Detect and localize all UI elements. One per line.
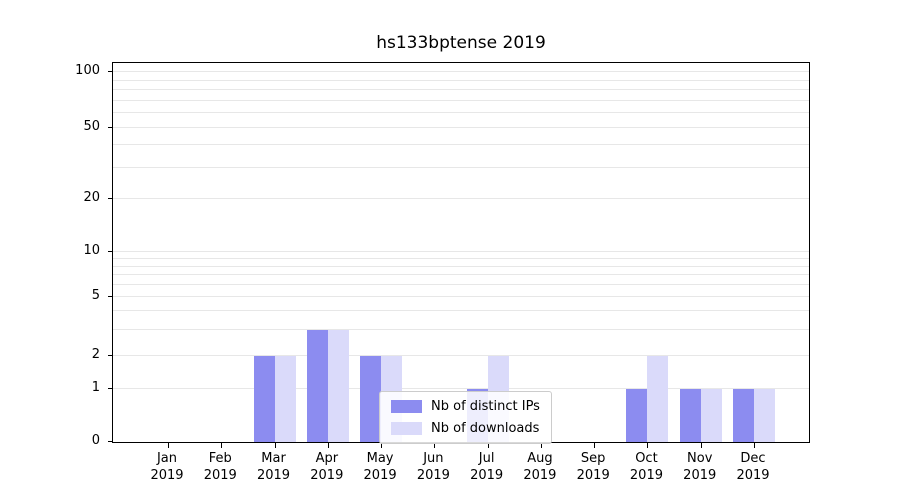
gridline bbox=[113, 310, 809, 312]
x-tick-mark bbox=[434, 443, 436, 448]
x-tick-mark bbox=[221, 443, 223, 448]
x-tick-mark bbox=[594, 443, 596, 448]
x-tick-label: Jul 2019 bbox=[470, 451, 504, 483]
legend-swatch-downloads bbox=[391, 422, 422, 435]
bar-distinct-ips bbox=[626, 389, 648, 442]
y-tick-label: 2 bbox=[91, 347, 100, 363]
bar-downloads bbox=[754, 389, 775, 442]
y-tick-label: 1 bbox=[91, 380, 100, 396]
x-tick-mark bbox=[647, 443, 649, 448]
plot-area: Nb of distinct IPs Nb of downloads bbox=[108, 62, 810, 448]
gridline bbox=[113, 284, 809, 286]
gridline bbox=[113, 89, 809, 91]
bar-downloads bbox=[327, 330, 349, 442]
gridline bbox=[113, 274, 809, 276]
legend: Nb of distinct IPs Nb of downloads bbox=[379, 391, 552, 444]
gridline bbox=[113, 251, 809, 253]
bar-distinct-ips bbox=[733, 389, 754, 442]
y-tick-mark bbox=[108, 355, 112, 357]
legend-swatch-distinct-ips bbox=[391, 400, 422, 413]
x-tick-label: Feb 2019 bbox=[203, 451, 237, 483]
gridline bbox=[113, 112, 809, 114]
x-tick-label: Jun 2019 bbox=[416, 451, 450, 483]
x-tick-label: Sep 2019 bbox=[576, 451, 610, 483]
y-tick-mark bbox=[108, 251, 112, 253]
x-tick-label: Nov 2019 bbox=[683, 451, 717, 483]
gridline bbox=[113, 71, 809, 73]
bar-distinct-ips bbox=[306, 330, 328, 442]
gridline bbox=[113, 198, 809, 200]
x-tick-mark bbox=[487, 443, 489, 448]
y-tick-mark bbox=[108, 441, 112, 442]
x-tick-label: Oct 2019 bbox=[629, 451, 663, 483]
y-tick-label: 5 bbox=[91, 287, 100, 303]
bar-downloads bbox=[647, 356, 669, 442]
y-tick-mark bbox=[108, 388, 112, 390]
gridline bbox=[113, 257, 809, 259]
bar-downloads bbox=[700, 389, 722, 442]
x-tick-mark bbox=[700, 443, 702, 448]
x-tick-label: Apr 2019 bbox=[310, 451, 344, 483]
bar-distinct-ips bbox=[253, 356, 275, 442]
gridline bbox=[113, 329, 809, 331]
x-tick-mark bbox=[754, 443, 755, 448]
gridline bbox=[113, 144, 809, 146]
x-tick-mark bbox=[540, 443, 542, 448]
bar-distinct-ips bbox=[679, 389, 701, 442]
legend-label-downloads: Nb of downloads bbox=[431, 421, 540, 436]
bar-downloads bbox=[274, 356, 296, 442]
legend-item-downloads: Nb of downloads bbox=[391, 421, 540, 436]
x-tick-label: Dec 2019 bbox=[736, 451, 770, 483]
x-tick-mark bbox=[381, 443, 383, 448]
x-tick-label: Aug 2019 bbox=[523, 451, 557, 483]
gridline bbox=[113, 126, 809, 128]
chart-title: hs133bptense 2019 bbox=[376, 33, 546, 53]
gridline bbox=[113, 388, 809, 390]
x-tick-mark bbox=[327, 443, 329, 448]
gridline bbox=[113, 265, 809, 267]
bar-distinct-ips bbox=[360, 356, 382, 442]
x-tick-mark bbox=[274, 443, 276, 448]
gridline bbox=[113, 99, 809, 101]
y-tick-mark bbox=[108, 126, 112, 128]
y-tick-mark bbox=[108, 295, 112, 297]
x-tick-label: Mar 2019 bbox=[256, 451, 291, 483]
gridline bbox=[113, 355, 809, 357]
x-tick-mark bbox=[168, 443, 169, 448]
y-tick-mark bbox=[108, 198, 112, 200]
y-tick-mark bbox=[108, 71, 112, 73]
y-axis: 0 1 2 5 10 20 50 100 bbox=[0, 62, 100, 448]
y-tick-label: 0 bbox=[91, 433, 100, 448]
y-tick-label: 100 bbox=[75, 63, 100, 79]
x-axis: Jan 2019 Feb 2019 Mar 2019 Apr 2019 May 2019 Jun 20… bbox=[112, 450, 810, 494]
x-tick-label: Jan 2019 bbox=[150, 451, 184, 483]
y-tick-label: 20 bbox=[83, 190, 100, 206]
y-tick-label: 50 bbox=[83, 118, 100, 134]
x-tick-label: May 2019 bbox=[363, 451, 397, 483]
legend-label-distinct-ips: Nb of distinct IPs bbox=[431, 399, 540, 414]
gridline bbox=[113, 295, 809, 297]
legend-item-distinct-ips: Nb of distinct IPs bbox=[391, 399, 540, 414]
gridline bbox=[113, 166, 809, 168]
gridline bbox=[113, 79, 809, 81]
y-tick-label: 10 bbox=[83, 243, 100, 259]
